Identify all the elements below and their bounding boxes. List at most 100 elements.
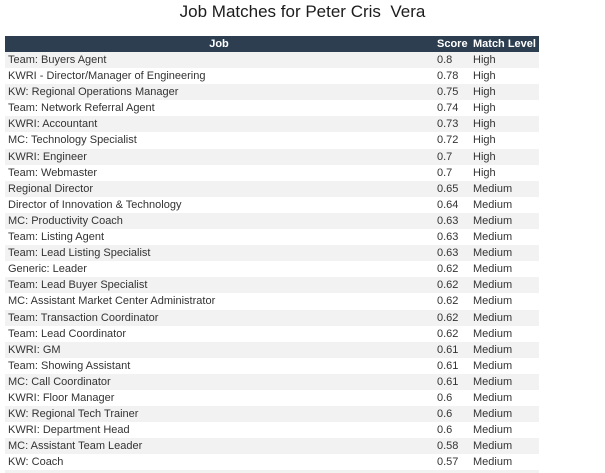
score-cell: 0.63 — [437, 231, 459, 244]
match-level-cell: Medium — [473, 214, 513, 227]
match-level-cell: Medium — [473, 408, 513, 421]
table-header-row: Job Score Match Level — [5, 36, 539, 52]
score-cell: 0.57 — [437, 456, 459, 469]
job-cell: Team: Transaction Coordinator — [8, 311, 159, 324]
score-cell: 0.61 — [437, 343, 459, 356]
score-cell: 0.74 — [437, 102, 459, 115]
job-cell: MC: Call Coordinator — [8, 375, 111, 388]
table-row: MC: Assistant Market Center Administrato… — [5, 293, 539, 310]
table-row: Regional Director 0.65 Medium — [5, 180, 539, 197]
job-cell: KWRI: Floor Manager — [8, 391, 115, 404]
match-level-cell: Medium — [473, 391, 513, 404]
table-row: Team: Buyers Agent 0.8 High — [5, 52, 539, 69]
match-level-cell: High — [473, 70, 496, 83]
job-cell: KWRI: Accountant — [8, 118, 98, 131]
job-cell: MC: Productivity Coach — [8, 214, 123, 227]
match-level-cell: High — [473, 134, 496, 147]
job-cell: KWRI: GM — [8, 343, 61, 356]
match-level-cell: Medium — [473, 359, 513, 372]
score-cell: 0.78 — [437, 70, 459, 83]
match-level-cell: High — [473, 118, 496, 131]
match-level-cell: High — [473, 150, 496, 163]
table-row: Team: Listing Agent 0.63 Medium — [5, 229, 539, 246]
table-row: Team: Network Referral Agent 0.74 High — [5, 100, 539, 117]
table-row: Team: Lead Coordinator 0.62 Medium — [5, 325, 539, 342]
score-cell: 0.6 — [437, 408, 453, 421]
column-header-score: Score — [437, 38, 468, 50]
score-cell: 0.73 — [437, 118, 459, 131]
job-cell: Generic: Leader — [8, 263, 87, 276]
table-row: KW: Coach 0.57 Medium — [5, 454, 539, 471]
table-row: KW: Regional Operations Manager 0.75 High — [5, 84, 539, 101]
match-level-cell: Medium — [473, 424, 513, 437]
table-row: MC: Productivity Coach 0.63 Medium — [5, 212, 539, 230]
job-cell: Team: Showing Assistant — [8, 359, 131, 372]
job-cell: Regional Director — [8, 182, 93, 195]
match-level-cell: High — [473, 54, 496, 66]
match-level-cell: Medium — [473, 198, 513, 211]
match-level-cell: Medium — [473, 375, 513, 388]
table-row: Team: Webmaster 0.7 High — [5, 164, 539, 181]
page-title: Job Matches for Peter Cris Vera — [179, 2, 426, 21]
job-cell: KWRI: Engineer — [8, 150, 87, 163]
score-cell: 0.62 — [437, 263, 459, 276]
job-cell: Director of Innovation & Technology — [8, 198, 182, 211]
score-cell: 0.62 — [437, 279, 459, 292]
score-cell: 0.7 — [437, 166, 453, 179]
job-cell: MC: Assistant Team Leader — [8, 440, 143, 453]
table-row: Director of Innovation & Technology 0.64 M… — [5, 196, 539, 213]
column-header-match-level: Match Level — [473, 38, 536, 50]
table-row: KW: Regional Tech Trainer 0.6 Medium — [5, 406, 539, 423]
table-row: MC: Technology Specialist 0.72 High — [5, 132, 539, 149]
match-level-cell: High — [473, 86, 496, 99]
job-cell: Team: Lead Coordinator — [8, 327, 127, 340]
job-cell: KW: Regional Operations Manager — [8, 86, 179, 99]
job-cell: MC: Assistant Market Center Administrato… — [8, 295, 216, 308]
match-level-cell: Medium — [473, 263, 513, 276]
table-row: Team: Transaction Coordinator 0.62 Medium — [5, 309, 539, 326]
score-cell: 0.62 — [437, 295, 459, 308]
score-cell: 0.61 — [437, 375, 459, 388]
score-cell: 0.63 — [437, 214, 459, 227]
score-cell: 0.72 — [437, 134, 459, 147]
score-cell: 0.58 — [437, 440, 459, 453]
job-cell: Team: Webmaster — [8, 166, 98, 179]
score-cell: 0.8 — [437, 54, 453, 66]
score-cell: 0.63 — [437, 247, 459, 260]
job-cell: MC: Technology Specialist — [8, 134, 137, 147]
score-cell: 0.6 — [437, 424, 453, 437]
score-cell: 0.65 — [437, 182, 459, 195]
job-cell: KW: Regional Tech Trainer — [8, 408, 139, 421]
table-row: Team: Lead Listing Specialist 0.63 Medium — [5, 245, 539, 262]
match-level-cell: Medium — [473, 247, 513, 260]
match-level-cell: Medium — [473, 327, 513, 340]
job-cell: Team: Buyers Agent — [8, 54, 107, 66]
table-row: Team: Showing Assistant 0.61 Medium — [5, 357, 539, 374]
score-cell: 0.64 — [437, 198, 459, 211]
match-level-cell: High — [473, 102, 496, 115]
score-cell: 0.61 — [437, 359, 459, 372]
table-row: KWRI: Floor Manager 0.6 Medium — [5, 389, 539, 407]
table-row: KWRI: GM 0.61 Medium — [5, 341, 539, 358]
table-row: KWRI: Engineer 0.7 High — [5, 148, 539, 165]
match-level-cell: Medium — [473, 456, 513, 469]
column-header-job: Job — [209, 38, 229, 50]
job-cell: Team: Lead Buyer Specialist — [8, 279, 148, 292]
match-level-cell: Medium — [473, 182, 513, 195]
match-level-cell: Medium — [473, 440, 513, 453]
job-cell: Team: Network Referral Agent — [8, 102, 155, 115]
table-row: KWRI: Department Head 0.6 Medium — [5, 422, 539, 439]
table-row: MC: Call Coordinator 0.61 Medium — [5, 373, 539, 390]
partial-next-row — [5, 470, 539, 473]
job-cell: Team: Lead Listing Specialist — [8, 247, 151, 260]
match-level-cell: High — [473, 166, 496, 179]
match-level-cell: Medium — [473, 279, 513, 292]
score-cell: 0.7 — [437, 150, 453, 163]
score-cell: 0.62 — [437, 327, 459, 340]
job-cell: Team: Listing Agent — [8, 231, 105, 244]
match-level-cell: Medium — [473, 311, 513, 324]
job-cell: KWRI: Department Head — [8, 424, 130, 437]
job-cell: KW: Coach — [8, 456, 64, 469]
table-row: KWRI - Director/Manager of Engineering 0.… — [5, 68, 539, 85]
